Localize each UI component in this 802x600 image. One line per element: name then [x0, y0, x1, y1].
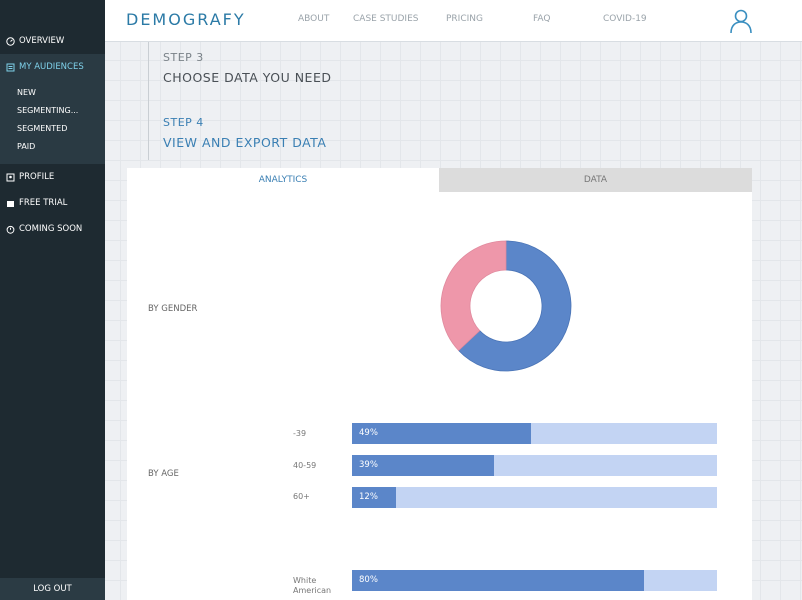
sidebar-item-free-trial[interactable]: FREE TRIAL: [0, 190, 105, 216]
tab-data[interactable]: DATA: [439, 168, 752, 192]
bar-value-label: 12%: [359, 492, 378, 502]
age-row-label: 60+: [293, 492, 310, 501]
sidebar-item-label: FREE TRIAL: [19, 198, 68, 208]
sidebar-item-label: PROFILE: [19, 172, 55, 182]
submenu-item-paid[interactable]: PAID: [17, 142, 36, 151]
top-header: DEMOGRAFY ABOUT CASE STUDIES PRICING FAQ…: [105, 0, 802, 42]
clock-icon: [6, 225, 15, 234]
gender-donut-chart: [440, 240, 572, 372]
nav-link-about[interactable]: ABOUT: [298, 14, 330, 24]
bar-value-label: 49%: [359, 428, 378, 438]
sidebar-item-label: MY AUDIENCES: [19, 62, 84, 72]
steps-divider: [148, 42, 149, 160]
nav-link-covid[interactable]: COVID-19: [603, 14, 647, 24]
bar-fill: [352, 423, 531, 444]
bar-value-label: 80%: [359, 575, 378, 585]
bar-track: 39%: [352, 455, 717, 476]
donut-slice-female: [440, 240, 507, 352]
donut-slice-male: [458, 240, 572, 372]
sidebar-item-label: OVERVIEW: [19, 36, 65, 46]
analytics-tabs: ANALYTICS DATA: [127, 168, 752, 192]
dashboard-icon: [6, 36, 15, 46]
nav-link-pricing[interactable]: PRICING: [446, 14, 483, 24]
bar-track: 80%: [352, 570, 717, 591]
bar-value-label: 39%: [359, 460, 378, 470]
nav-link-case-studies[interactable]: CASE STUDIES: [353, 14, 419, 24]
bar-track: 12%: [352, 487, 717, 508]
nav-link-faq[interactable]: FAQ: [533, 14, 551, 24]
audiences-submenu: NEW SEGMENTING... SEGMENTED PAID: [0, 80, 105, 164]
tab-analytics[interactable]: ANALYTICS: [127, 168, 439, 192]
sidebar-item-overview[interactable]: OVERVIEW: [0, 28, 105, 54]
submenu-item-segmented[interactable]: SEGMENTED: [17, 124, 68, 133]
sidebar: OVERVIEW MY AUDIENCES NEW SEGMENTING... …: [0, 0, 105, 600]
user-icon: [6, 173, 15, 182]
bar-track: 49%: [352, 423, 717, 444]
sidebar-item-my-audiences[interactable]: MY AUDIENCES: [0, 54, 105, 80]
submenu-item-segmenting[interactable]: SEGMENTING...: [17, 106, 79, 115]
age-row-label: -39: [293, 429, 307, 438]
sidebar-item-profile[interactable]: PROFILE: [0, 164, 105, 190]
age-row-label: 40-59: [293, 461, 317, 470]
sidebar-item-coming-soon[interactable]: COMING SOON: [0, 216, 105, 242]
section-label-gender: BY GENDER: [148, 304, 198, 314]
submenu-item-new[interactable]: NEW: [17, 88, 36, 97]
list-icon: [6, 63, 15, 72]
sidebar-item-label: COMING SOON: [19, 224, 83, 234]
gift-icon: [6, 199, 15, 208]
section-label-age: BY AGE: [148, 469, 179, 479]
step-3-title[interactable]: CHOOSE DATA YOU NEED: [163, 70, 332, 85]
bar-fill: [352, 455, 495, 476]
bar-fill: [352, 487, 396, 508]
user-avatar-icon[interactable]: [728, 8, 754, 34]
logout-button[interactable]: LOG OUT: [0, 578, 105, 600]
step-4-label: STEP 4: [163, 116, 204, 129]
bar-fill: [352, 570, 644, 591]
analytics-card: [127, 192, 752, 600]
brand-logo[interactable]: DEMOGRAFY: [126, 10, 246, 29]
ethnicity-row-label: White American: [293, 576, 332, 595]
step-3-label: STEP 3: [163, 51, 204, 64]
step-4-title[interactable]: VIEW AND EXPORT DATA: [163, 135, 327, 150]
